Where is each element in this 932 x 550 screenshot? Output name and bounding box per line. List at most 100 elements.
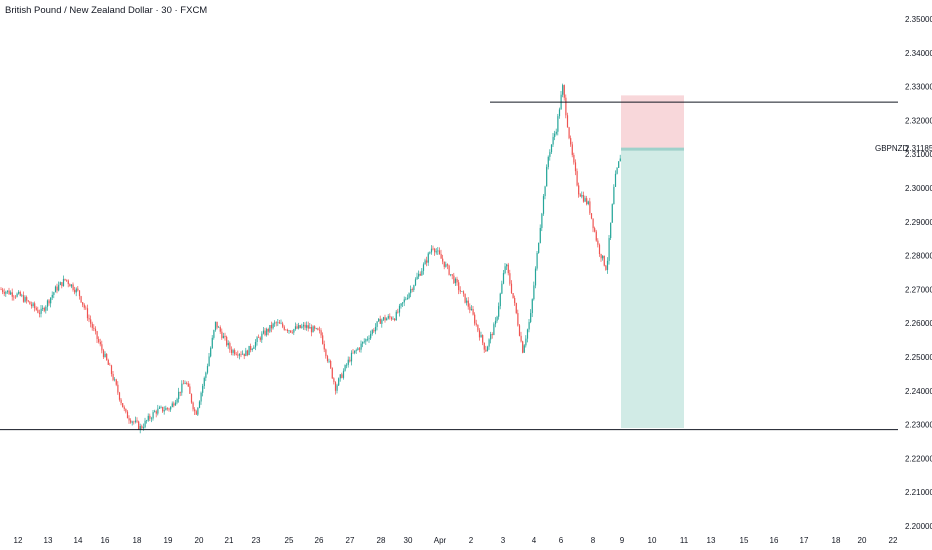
candle-body xyxy=(280,323,282,325)
x-tick-label: 8 xyxy=(591,536,596,545)
candle-body xyxy=(373,330,375,332)
candle-body xyxy=(197,407,199,415)
candle-body xyxy=(115,379,117,385)
candle-body xyxy=(192,402,194,410)
candle-body xyxy=(494,320,497,325)
x-tick-label: 20 xyxy=(858,536,867,545)
candle-body xyxy=(350,352,353,362)
candle-body xyxy=(122,403,124,408)
candle-body xyxy=(181,383,183,393)
candle-body xyxy=(498,306,500,317)
candle-body xyxy=(362,341,364,344)
candle-body xyxy=(408,293,410,298)
candle-body xyxy=(245,350,247,357)
candle-body xyxy=(173,403,175,406)
candle-body xyxy=(184,382,186,384)
candle-body xyxy=(366,339,369,340)
y-tick-label: 2.22000 xyxy=(905,454,932,463)
candle-body xyxy=(75,288,77,293)
candle-body xyxy=(357,348,359,350)
candle-body xyxy=(576,171,578,186)
candle-body xyxy=(262,330,265,334)
entry-line[interactable] xyxy=(621,147,684,151)
candle-body xyxy=(149,415,151,419)
chart-title: British Pound / New Zealand Dollar · 30 … xyxy=(5,5,208,16)
candles xyxy=(0,83,621,434)
x-tick-label: 17 xyxy=(800,536,809,545)
candle-body xyxy=(106,353,108,360)
x-tick-label: 13 xyxy=(707,536,716,545)
candle-body xyxy=(405,298,407,300)
candle-body xyxy=(586,198,588,205)
x-tick-label: 27 xyxy=(346,536,355,545)
candle-body xyxy=(554,133,556,137)
candle-body xyxy=(56,286,58,291)
candle-body xyxy=(238,354,241,356)
candle-body xyxy=(314,326,316,329)
candle-body xyxy=(154,411,156,413)
candle-body xyxy=(523,345,525,353)
candle-body xyxy=(272,323,274,329)
candle-body xyxy=(578,185,580,195)
candle-body xyxy=(454,278,457,284)
candle-body xyxy=(203,377,205,386)
candle-body xyxy=(54,286,57,293)
candle-body xyxy=(195,411,197,415)
candle-body xyxy=(312,326,314,333)
candle-body xyxy=(574,162,577,172)
x-tick-label: 4 xyxy=(532,536,537,545)
x-tick-label: 23 xyxy=(252,536,261,545)
candle-body xyxy=(282,323,284,327)
candle-body xyxy=(534,268,537,286)
take-profit-zone[interactable] xyxy=(621,149,684,428)
candle-body xyxy=(558,109,561,117)
candle-body xyxy=(339,374,341,379)
x-tick-label: 16 xyxy=(770,536,779,545)
candle-body xyxy=(390,317,393,320)
candle-body xyxy=(536,252,538,269)
candle-body xyxy=(530,313,532,323)
stop-loss-zone[interactable] xyxy=(621,95,684,150)
candle-body xyxy=(315,328,317,329)
candle-body xyxy=(509,273,511,284)
candle-body xyxy=(381,319,383,324)
x-tick-label: 13 xyxy=(44,536,53,545)
candle-body xyxy=(256,337,258,342)
candle-body xyxy=(590,213,593,219)
price-tag-symbol: GBPNZD xyxy=(875,144,909,153)
candle-body xyxy=(619,158,621,162)
candle-body xyxy=(22,295,25,302)
candle-body xyxy=(202,385,204,393)
candle-body xyxy=(411,289,413,290)
candle-body xyxy=(123,407,125,409)
candle-body xyxy=(382,317,385,320)
candle-body xyxy=(94,328,97,332)
candle-body xyxy=(464,293,466,303)
candle-body xyxy=(187,383,189,387)
candle-body xyxy=(253,347,255,349)
candle-body xyxy=(565,97,567,116)
candle-body xyxy=(13,296,15,298)
candle-body xyxy=(18,291,20,294)
candle-body xyxy=(466,300,468,303)
candle-body xyxy=(472,308,474,315)
candle-body xyxy=(584,198,586,202)
candle-body xyxy=(429,252,431,254)
candle-body xyxy=(176,399,178,403)
candle-body xyxy=(128,418,130,421)
candle-body xyxy=(134,420,137,422)
x-tick-label: 10 xyxy=(648,536,657,545)
candle-body xyxy=(485,349,487,352)
candle-body xyxy=(387,316,389,319)
candle-body xyxy=(230,349,233,353)
candle-body xyxy=(160,406,162,408)
candle-body xyxy=(395,311,397,321)
candle-body xyxy=(200,392,202,402)
candle-body xyxy=(355,349,357,351)
candle-body xyxy=(458,282,460,291)
candle-body xyxy=(326,356,329,362)
candle-body xyxy=(88,318,90,320)
candle-body xyxy=(501,283,503,294)
candle-body xyxy=(338,378,340,386)
